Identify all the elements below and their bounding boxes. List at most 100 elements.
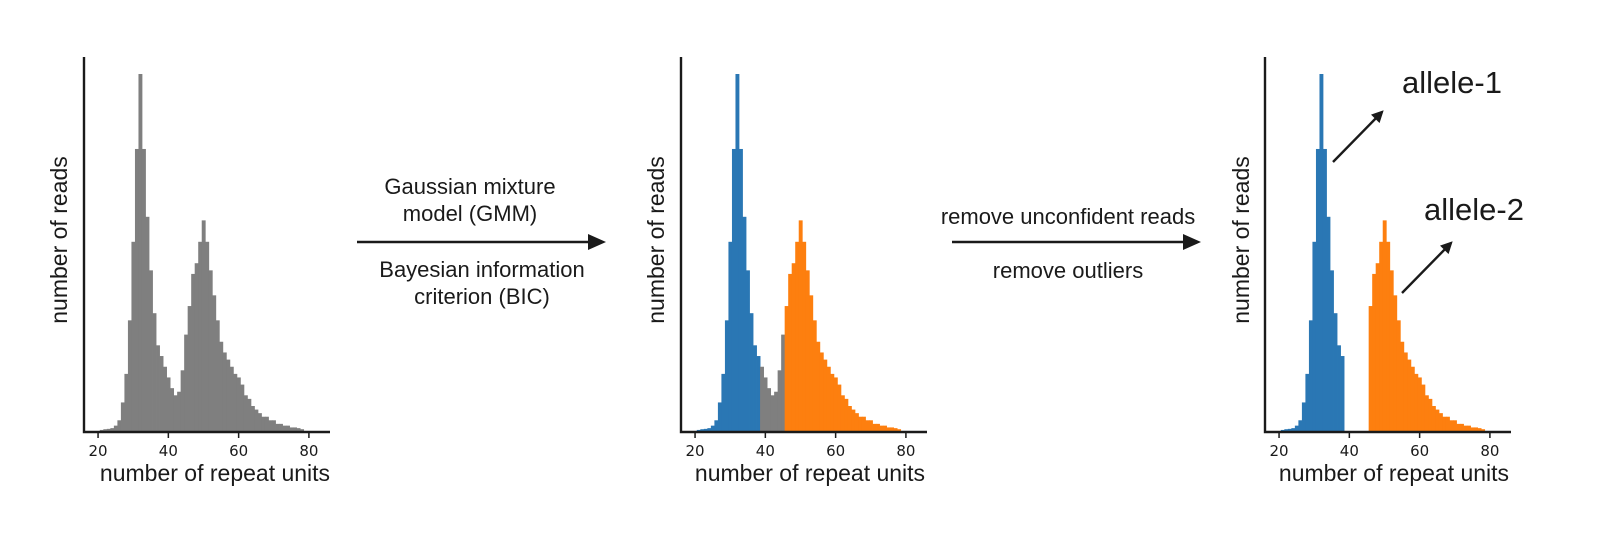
histogram-bar-gray: [300, 429, 305, 431]
histogram-bar-orange: [784, 306, 789, 431]
y-axis-title: number of reads: [1228, 156, 1254, 323]
histogram-bar-blue: [1312, 241, 1317, 431]
x-axis-title: number of repeat units: [695, 460, 925, 486]
x-tick-label: 20: [1270, 442, 1289, 460]
histogram-bar-blue: [1287, 428, 1292, 431]
step-gmm-line-2: model (GMM): [403, 201, 537, 226]
histogram-bar-orange: [872, 423, 877, 431]
histogram-bar-blue: [1305, 373, 1310, 431]
bars-alleles: [1280, 74, 1486, 431]
histogram-bar-gray: [268, 420, 273, 431]
histogram-bar-blue: [749, 313, 754, 431]
histogram-bar-gray: [236, 377, 241, 431]
histogram-bar-orange: [1400, 341, 1405, 431]
histogram-bar-orange: [1467, 425, 1471, 431]
histogram-bar-orange: [830, 373, 835, 431]
histogram-gmm: 20 40 60 80 number of repeat units number o…: [643, 57, 927, 486]
histogram-bar-gray: [198, 241, 203, 431]
histogram-bar-blue: [1330, 270, 1334, 431]
x-axis-title: number of repeat units: [100, 460, 330, 486]
x-tick-label: 80: [896, 442, 915, 460]
histogram-bar-blue: [1284, 429, 1289, 431]
histogram-bar-blue: [1333, 313, 1338, 431]
histogram-bar-gray: [134, 148, 139, 431]
histogram-bar-blue: [710, 425, 715, 431]
histogram-bar-orange: [1421, 384, 1426, 431]
histogram-bar-orange: [795, 241, 800, 431]
histogram-bar-orange: [1442, 416, 1447, 431]
histogram-bar-gray: [212, 295, 217, 431]
histogram-bar-gray: [149, 270, 153, 431]
histogram-bar-gray: [208, 270, 213, 431]
histogram-bar-orange: [1410, 366, 1415, 431]
histogram-bar-orange: [876, 423, 880, 431]
histogram-bar-blue: [1298, 420, 1303, 431]
histogram-bar-orange: [1474, 427, 1479, 431]
step-filter: remove unconfident reads remove outliers: [941, 204, 1201, 283]
histogram-bar-gray: [272, 420, 276, 431]
histogram-bar-orange: [1379, 241, 1384, 431]
histogram-bar-orange: [844, 398, 849, 431]
histogram-bar-gray: [770, 395, 775, 431]
histogram-bar-gray: [226, 359, 231, 431]
histogram-bar-orange: [1428, 398, 1433, 431]
histogram-bar-orange: [890, 427, 895, 431]
histogram-bar-gray: [99, 429, 104, 431]
histogram-bar-orange: [1372, 273, 1377, 431]
histogram-bar-gray: [141, 148, 146, 431]
x-ticks: 20 40 60 80: [89, 432, 318, 460]
histogram-bar-gray: [215, 320, 220, 431]
x-axis-title: number of repeat units: [1279, 460, 1509, 486]
histogram-bar-gray: [275, 423, 280, 431]
histogram-bar-orange: [858, 416, 863, 431]
allele-2-pointer: [1401, 241, 1453, 294]
histogram-bar-gray: [767, 388, 772, 431]
y-axis-title: number of reads: [643, 156, 669, 323]
x-tick-label: 20: [686, 442, 705, 460]
histogram-bar-orange: [802, 241, 807, 431]
x-ticks: 20 40 60 80: [1270, 432, 1499, 460]
histogram-bar-blue: [1280, 429, 1285, 431]
step-filter-line-1: remove unconfident reads: [941, 204, 1195, 229]
histogram-bar-orange: [791, 263, 796, 431]
histogram-bar-gray: [201, 220, 206, 431]
histogram-bar-gray: [187, 306, 192, 431]
histogram-bar-gray: [257, 413, 262, 431]
histogram-bar-gray: [222, 352, 227, 431]
histogram-bar-blue: [1340, 356, 1345, 431]
histogram-bar-gray: [156, 345, 160, 431]
x-tick-label: 60: [1410, 442, 1429, 460]
histogram-bar-orange: [819, 352, 824, 431]
histogram-bar-gray: [117, 420, 122, 431]
histogram-bar-blue: [753, 345, 757, 431]
histogram-bar-orange: [1470, 427, 1475, 431]
step-gmm-line-1: Gaussian mixture: [384, 174, 555, 199]
histogram-bar-orange: [1453, 420, 1457, 431]
histogram-bar-gray: [127, 320, 132, 431]
histogram-bar-orange: [816, 341, 821, 431]
histogram-bar-orange: [812, 320, 817, 431]
histogram-bar-blue: [738, 148, 743, 431]
histogram-bar-orange: [823, 359, 828, 431]
histogram-bar-gray: [233, 373, 238, 431]
histogram-bar-gray: [159, 356, 164, 431]
histogram-bar-orange: [798, 220, 803, 431]
histogram-bar-blue: [731, 148, 736, 431]
step-filter-line-2: remove outliers: [993, 258, 1143, 283]
histogram-bar-orange: [1449, 420, 1454, 431]
histogram-bar-orange: [1396, 320, 1401, 431]
histogram-bar-gray: [163, 366, 167, 431]
axes-frame: [82, 57, 330, 434]
histogram-bar-gray: [254, 409, 259, 431]
histogram-bar-blue: [721, 373, 726, 431]
histogram-bar-gray: [247, 398, 252, 431]
histogram-bar-gray: [173, 395, 178, 431]
histogram-alleles: 20 40 60 80 number of repeat units number o…: [1228, 57, 1524, 486]
histogram-bar-blue: [1326, 216, 1331, 431]
axes-frame: [1263, 57, 1511, 434]
x-tick-label: 80: [299, 442, 318, 460]
histogram-bar-blue: [735, 74, 740, 431]
step-arrow-1-head: [588, 234, 606, 250]
histogram-bar-orange: [837, 384, 842, 431]
allele-1-label: allele-1: [1402, 65, 1502, 100]
